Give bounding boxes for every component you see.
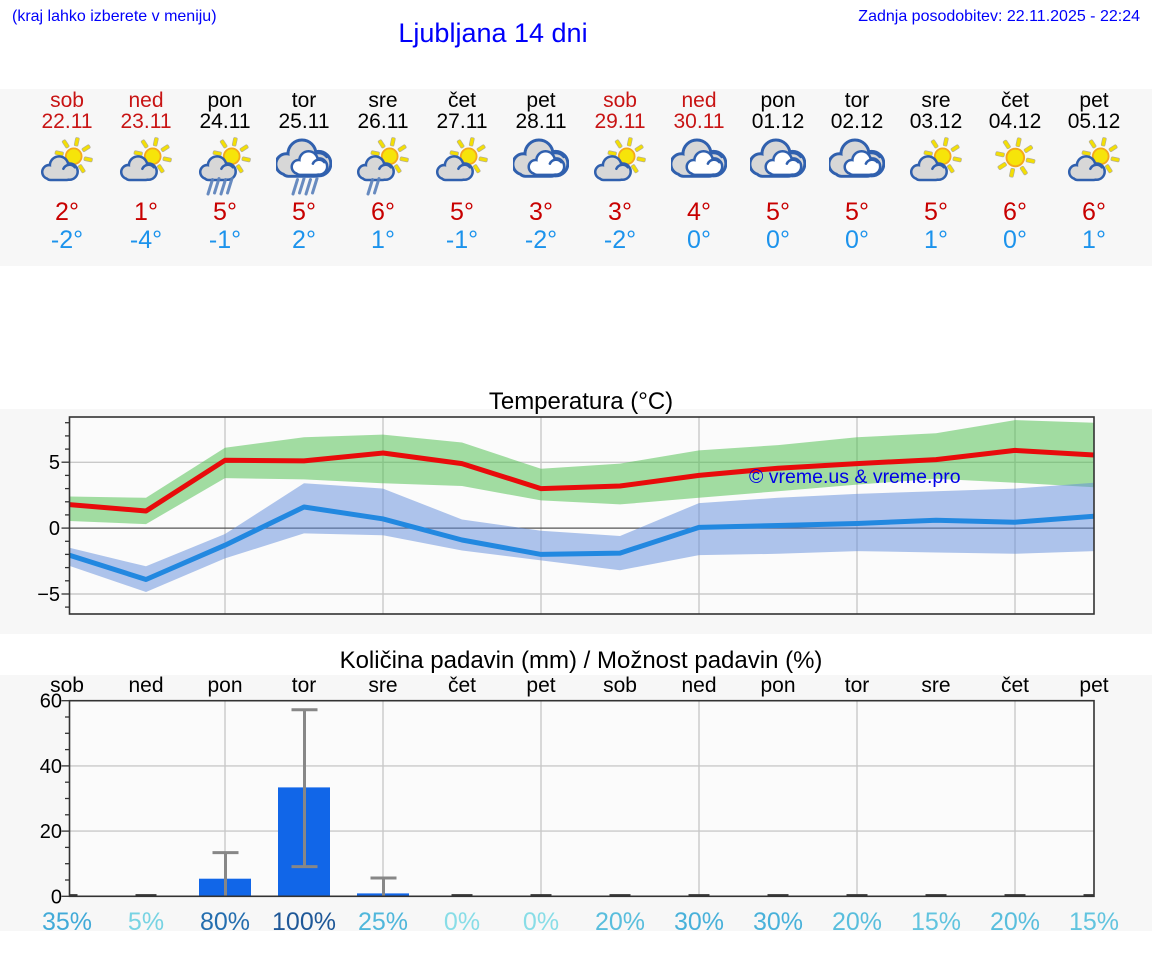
svg-text:pon: pon: [760, 674, 795, 697]
svg-text:Temperatura (°C): Temperatura (°C): [489, 388, 673, 415]
svg-text:80%: 80%: [200, 908, 250, 936]
svg-text:−5: −5: [37, 584, 60, 606]
svg-text:© vreme.us & vreme.pro: © vreme.us & vreme.pro: [749, 466, 961, 488]
svg-text:25%: 25%: [358, 908, 408, 936]
svg-text:sre: sre: [921, 674, 950, 697]
svg-text:15%: 15%: [911, 908, 961, 936]
svg-text:100%: 100%: [272, 908, 336, 936]
svg-text:15%: 15%: [1069, 908, 1119, 936]
svg-text:30%: 30%: [753, 908, 803, 936]
svg-text:tor: tor: [845, 674, 870, 697]
svg-text:pet: pet: [526, 674, 555, 697]
svg-text:0: 0: [51, 886, 62, 908]
svg-text:60: 60: [40, 691, 62, 713]
svg-text:20%: 20%: [595, 908, 645, 936]
svg-text:sre: sre: [368, 674, 397, 697]
svg-text:ned: ned: [128, 674, 163, 697]
svg-text:20%: 20%: [832, 908, 882, 936]
svg-text:sob: sob: [603, 674, 637, 697]
svg-text:čet: čet: [448, 674, 476, 697]
svg-text:5: 5: [49, 452, 60, 474]
svg-text:čet: čet: [1001, 674, 1029, 697]
svg-text:30%: 30%: [674, 908, 724, 936]
svg-text:5%: 5%: [128, 908, 164, 936]
svg-text:ned: ned: [681, 674, 716, 697]
svg-text:0%: 0%: [444, 908, 480, 936]
svg-text:Količina padavin (mm) / Možnos: Količina padavin (mm) / Možnost padavin …: [340, 647, 823, 674]
svg-text:20%: 20%: [990, 908, 1040, 936]
svg-text:0: 0: [49, 518, 60, 540]
svg-text:tor: tor: [292, 674, 317, 697]
svg-text:20: 20: [40, 821, 62, 843]
svg-text:0%: 0%: [523, 908, 559, 936]
svg-text:pon: pon: [207, 674, 242, 697]
svg-text:sob: sob: [50, 674, 84, 697]
svg-text:pet: pet: [1079, 674, 1108, 697]
svg-text:35%: 35%: [42, 908, 92, 936]
svg-text:40: 40: [40, 756, 62, 778]
